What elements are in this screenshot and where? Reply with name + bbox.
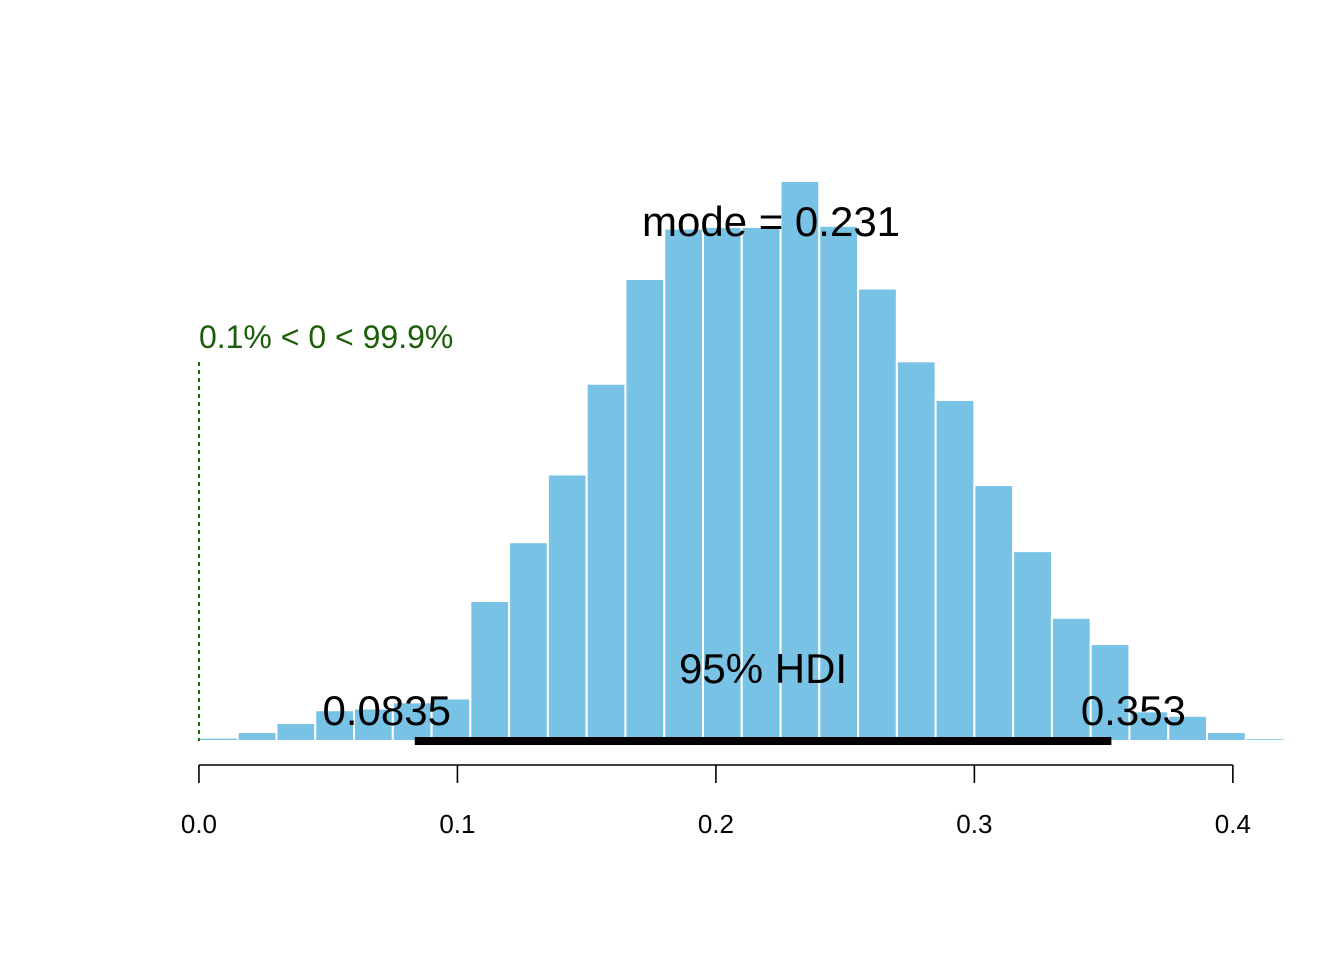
x-tick-label: 0.1 xyxy=(439,809,475,839)
histogram-bar xyxy=(276,723,315,741)
x-tick-label: 0.0 xyxy=(181,809,217,839)
comparison-label: 0.1% < 0 < 99.9% xyxy=(199,319,453,355)
histogram-bar xyxy=(858,289,897,741)
histogram-bar xyxy=(548,474,587,741)
histogram-bar xyxy=(1285,740,1324,741)
hdi-low-label: 0.0835 xyxy=(323,687,451,734)
x-ticks: 0.0 0.1 0.2 0.3 0.4 xyxy=(181,765,1251,839)
histogram-bar xyxy=(160,739,199,741)
histogram-bar xyxy=(1013,551,1052,741)
histogram-bar xyxy=(1207,732,1246,741)
histogram-bar xyxy=(936,400,975,741)
hdi-label: 95% HDI xyxy=(679,645,847,692)
histogram-bar xyxy=(974,485,1013,741)
hdi-high-label: 0.353 xyxy=(1081,687,1186,734)
histogram-bar xyxy=(509,542,548,741)
x-tick-label: 0.2 xyxy=(698,809,734,839)
mode-label: mode = 0.231 xyxy=(642,198,900,245)
histogram-bar xyxy=(587,384,626,741)
histogram-bar xyxy=(470,601,509,741)
x-tick-label: 0.3 xyxy=(956,809,992,839)
histogram-bar xyxy=(897,361,936,741)
x-tick-label: 0.4 xyxy=(1215,809,1251,839)
histogram-bar xyxy=(238,732,277,741)
histogram-bar xyxy=(1246,738,1285,741)
histogram-bar xyxy=(199,738,238,741)
histogram-bar xyxy=(625,279,664,741)
x-axis: 0.0 0.1 0.2 0.3 0.4 xyxy=(181,765,1251,839)
